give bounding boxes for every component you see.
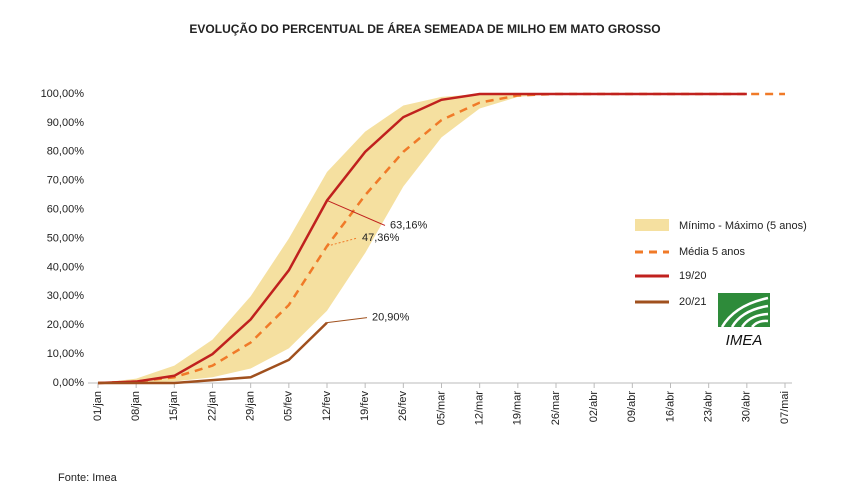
x-tick-label: 30/abr bbox=[741, 391, 753, 423]
legend-label: Média 5 anos bbox=[679, 246, 746, 258]
x-tick-label: 05/mar bbox=[435, 391, 447, 426]
x-tick-label: 12/fev bbox=[321, 391, 333, 421]
y-tick-label: 80,00% bbox=[47, 146, 85, 158]
legend-label: 20/21 bbox=[679, 296, 707, 308]
value-label: 47,36% bbox=[362, 232, 400, 244]
series-line bbox=[98, 321, 328, 385]
x-tick-label: 16/abr bbox=[664, 391, 676, 423]
legend-swatch bbox=[635, 219, 669, 231]
y-tick-label: 20,00% bbox=[47, 319, 85, 331]
leader-line bbox=[326, 200, 386, 226]
chart-title: EVOLUÇÃO DO PERCENTUAL DE ÁREA SEMEADA D… bbox=[189, 21, 660, 36]
x-tick-label: 01/jan bbox=[92, 391, 104, 421]
x-tick-label: 12/mar bbox=[474, 391, 486, 426]
logo-curves bbox=[720, 296, 769, 328]
leader-line bbox=[326, 317, 368, 324]
logo-text: IMEA bbox=[726, 332, 763, 349]
x-tick-label: 22/jan bbox=[206, 391, 218, 421]
x-tick-label: 23/abr bbox=[703, 391, 715, 423]
legend-label: Mínimo - Máximo (5 anos) bbox=[679, 220, 807, 232]
y-tick-label: 90,00% bbox=[47, 117, 85, 129]
y-tick-label: 60,00% bbox=[47, 204, 85, 216]
x-tick-label: 02/abr bbox=[588, 391, 600, 423]
x-tick-label: 08/jan bbox=[130, 391, 142, 421]
min-max-band bbox=[98, 94, 747, 383]
y-tick-label: 30,00% bbox=[47, 290, 85, 302]
logo bbox=[718, 293, 770, 328]
y-tick-label: 40,00% bbox=[47, 261, 85, 273]
x-tick-label: 09/abr bbox=[626, 391, 638, 423]
x-tick-label: 26/mar bbox=[550, 391, 562, 426]
series-line bbox=[97, 92, 747, 385]
source: Fonte: Imea bbox=[58, 472, 118, 484]
x-tick-label: 07/mai bbox=[779, 391, 791, 424]
value-label: 63,16% bbox=[390, 219, 428, 231]
x-tick-label: 15/jan bbox=[168, 391, 180, 421]
y-tick-label: 0,00% bbox=[53, 377, 84, 389]
y-tick-label: 70,00% bbox=[47, 175, 85, 187]
leader-line bbox=[326, 237, 358, 247]
y-tick-label: 100,00% bbox=[41, 88, 85, 100]
legend-label: 19/20 bbox=[679, 270, 707, 282]
x-tick-label: 19/mar bbox=[512, 391, 524, 426]
x-tick-label: 19/fev bbox=[359, 391, 371, 421]
y-tick-label: 50,00% bbox=[47, 232, 85, 244]
x-tick-label: 05/fev bbox=[283, 391, 295, 421]
value-label: 20,90% bbox=[372, 312, 410, 324]
y-tick-label: 10,00% bbox=[47, 348, 85, 360]
x-tick-label: 26/fev bbox=[397, 391, 409, 421]
x-tick-label: 29/jan bbox=[245, 391, 257, 421]
